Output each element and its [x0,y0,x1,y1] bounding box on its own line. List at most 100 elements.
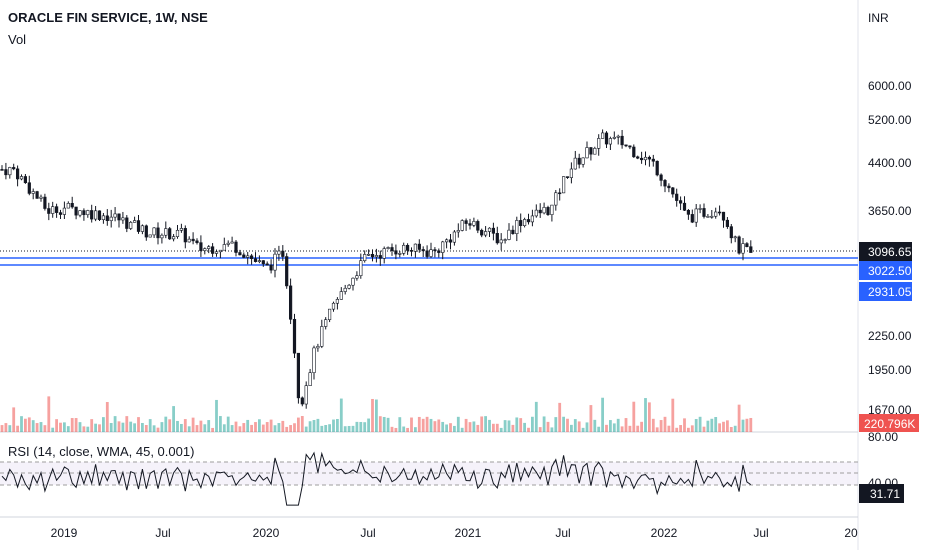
volume-bar [718,423,721,432]
candle-body [374,255,379,258]
volume-bar [663,416,667,432]
volume-bar [640,421,643,432]
rsi-level-upper: 80.00 [868,430,898,444]
volume-bar [550,427,554,432]
volume-bar [152,425,156,432]
volume-bar [667,425,671,432]
volume-bar [4,423,8,432]
volume-bar [234,421,238,432]
candle-body [636,156,640,159]
volume-bar [573,419,577,432]
candle-body [12,167,16,170]
volume-bar [710,418,714,432]
candle-body [253,258,258,262]
volume-bar [694,419,698,432]
candle-body [8,167,12,176]
volume-bar [445,424,448,432]
volume-bar [421,418,425,432]
volume-bar [16,425,19,432]
candle-body [234,241,238,253]
candle-body [425,250,429,257]
candle-body [140,225,145,232]
volume-bar [476,424,480,432]
price-tick-6000: 6000.00 [868,79,912,93]
candle-body [129,222,133,229]
candle-body [144,225,148,238]
candle-body [515,220,519,234]
volume-bar [363,422,367,432]
volume-bar [648,402,651,432]
candle-body [281,250,285,257]
candle-body [335,299,340,304]
candle-body [448,239,453,243]
volume-bar [698,416,702,432]
volume-bar [113,416,117,432]
candle-body [207,246,211,249]
candle-body [503,239,507,241]
volume-bar [433,421,437,432]
volume-bar [230,425,234,432]
candle-body [160,234,164,239]
volume-bar [355,421,359,432]
volume-bar [180,423,183,432]
volume-bar [651,418,655,432]
volume-bar [226,416,230,432]
candle-body [51,206,55,214]
volume-bar [456,416,460,432]
candle-body [246,255,250,258]
volume-bar [577,421,581,432]
candle-body [554,192,558,206]
volume-bar [687,427,690,432]
candle-body [261,260,265,265]
volume-bar [312,420,316,432]
volume-bar [488,419,491,432]
candle-body [468,223,472,226]
volume-bar [187,426,191,432]
candle-body [608,138,612,145]
volume-bar [382,416,386,432]
volume-bar [417,416,421,432]
volume-bar [246,419,250,432]
line1-badge-text: 3022.50 [868,264,912,278]
candle-body [433,249,437,252]
volume-bar [628,425,632,432]
candle-body [39,196,43,199]
volume-bar [141,422,144,432]
volume-bar [429,418,433,432]
candle-body [58,212,63,215]
volume-bar [609,420,612,432]
volume-bar [176,420,179,432]
candle-body [437,250,441,253]
volume-bar [745,418,749,432]
candle-body [682,202,687,211]
volume-bar [336,418,339,432]
candle-body [296,352,301,399]
candle-body [483,231,488,236]
candle-body [550,204,554,215]
time-tick-2022: 2022 [651,526,678,540]
volume-bar [63,422,66,432]
volume-bar [148,419,152,432]
candle-body [66,203,70,209]
candle-body [487,227,492,232]
candle-body [409,250,414,252]
volume-bar [538,427,542,432]
candle-body [612,136,616,139]
volume-bar [733,425,737,432]
volume-bar [347,425,351,432]
candle-body [460,220,464,231]
volume-bar [449,423,452,432]
candle-body [320,326,324,347]
price-tick-4400: 4400.00 [868,156,912,170]
candle-body [593,148,597,155]
volume-bar [86,426,90,432]
candle-body [546,207,550,215]
volume-bar [679,425,682,432]
candle-body [511,229,515,234]
volume-bar [632,401,636,432]
volume-bar [636,425,640,432]
candle-body [647,156,651,160]
volume-bar [222,424,226,432]
candle-body [573,157,577,170]
